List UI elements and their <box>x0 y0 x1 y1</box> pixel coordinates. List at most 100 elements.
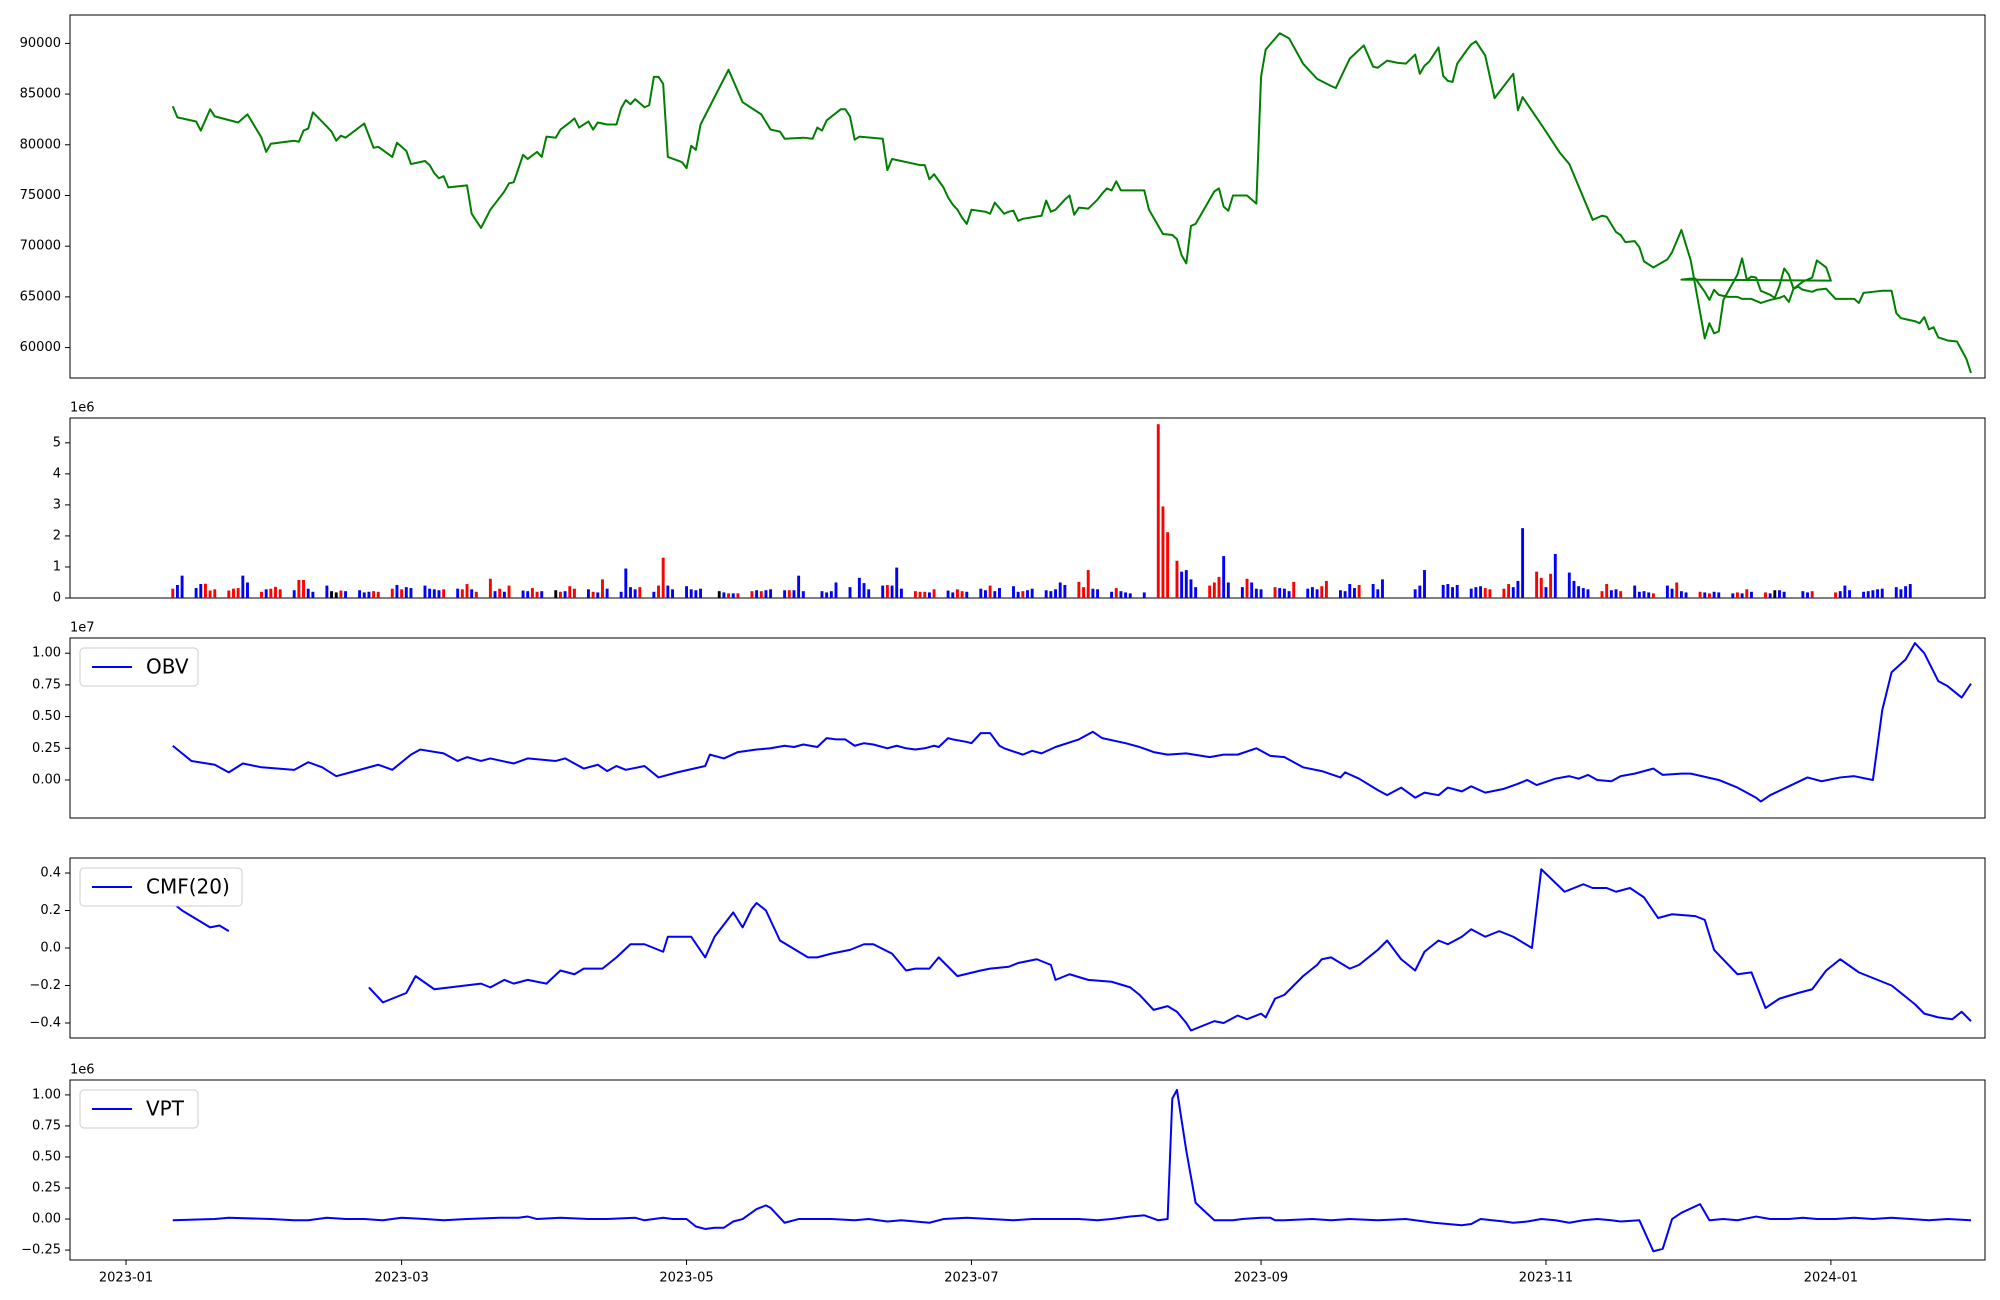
volume-bar <box>1026 590 1029 598</box>
volume-bar <box>685 586 688 598</box>
volume-panel: 0 1 2 3 4 5 1e6 <box>53 401 1986 606</box>
volume-bar <box>1488 589 1492 598</box>
volume-bar <box>993 591 997 598</box>
volume-bar <box>330 591 334 598</box>
volume-bar <box>727 593 731 598</box>
volume-bar <box>568 586 572 598</box>
volume-bar <box>927 592 931 598</box>
volume-bar <box>694 590 698 598</box>
volume-bar <box>367 591 371 598</box>
vpt-plot-area <box>172 1088 1972 1253</box>
volume-bar <box>175 584 179 598</box>
cmf-line <box>172 902 230 932</box>
volume-bar <box>946 590 950 598</box>
volume-bar <box>1862 591 1866 598</box>
volume-bar <box>1021 591 1025 598</box>
cmf-legend-label: CMF(20) <box>146 875 230 899</box>
volume-bar <box>666 585 670 598</box>
cmf-ytick-label: 0.0 <box>40 941 61 956</box>
volume-bar <box>717 591 721 598</box>
vpt-legend-box <box>79 1089 199 1129</box>
x-tick-label: 2023-11 <box>1519 1271 1573 1286</box>
volume-bar <box>1768 593 1772 598</box>
volume-bar <box>1479 586 1483 598</box>
volume-bar <box>1474 587 1478 598</box>
volume-bar <box>1698 591 1702 598</box>
volume-bar <box>474 591 478 598</box>
volume-bar <box>797 575 801 598</box>
obv-legend-box <box>79 647 199 687</box>
volume-bar <box>1637 591 1641 598</box>
volume-bar <box>1184 570 1188 598</box>
volume-bar <box>362 592 366 598</box>
volume-bar <box>1876 589 1880 598</box>
volume-bar <box>923 591 927 598</box>
volume-bar <box>1778 590 1781 598</box>
volume-bar <box>960 591 964 598</box>
volume-bar <box>1684 592 1688 598</box>
volume-bar <box>932 589 936 598</box>
volume-bar <box>1292 581 1296 598</box>
volume-bar <box>1348 584 1352 598</box>
volume-bar <box>759 591 763 598</box>
vpt-legend-label: VPT <box>146 1097 185 1121</box>
volume-bar <box>1642 591 1646 598</box>
volume-bar <box>792 590 796 598</box>
volume-bar <box>1871 590 1875 598</box>
volume-bar <box>736 593 740 598</box>
volume-bar <box>1665 585 1669 598</box>
volume-bar <box>213 589 217 598</box>
volume-bar <box>372 591 376 598</box>
volume-bar <box>302 580 305 598</box>
x-axis: 2023-01 2023-03 2023-05 2023-07 2023-09 2023-… <box>99 1260 1858 1286</box>
volume-bar <box>521 590 525 598</box>
volume-bar <box>1119 591 1123 598</box>
volume-bar <box>1082 587 1085 598</box>
vpt-axes-frame <box>69 1079 1986 1261</box>
volume-bar <box>633 589 637 598</box>
volume-bar <box>1110 591 1114 598</box>
volume-bar <box>857 577 861 598</box>
volume-bar <box>591 591 595 598</box>
volume-bar <box>722 592 726 598</box>
volume-bar <box>1287 591 1291 598</box>
volume-bar <box>306 588 310 598</box>
volume-axes-frame <box>69 417 1986 599</box>
obv-ytick-label: 0.25 <box>32 741 61 756</box>
volume-plot-area <box>171 424 1912 598</box>
volume-bar <box>965 591 969 598</box>
volume-bar <box>1324 580 1328 598</box>
volume-bar <box>1806 592 1809 598</box>
obv-legend-label: OBV <box>146 655 189 679</box>
volume-bar <box>437 590 441 598</box>
volume-bar <box>1483 588 1487 598</box>
volume-bar <box>1651 593 1655 598</box>
volume-bar <box>1581 588 1585 598</box>
volume-bar <box>1455 584 1459 598</box>
volume-bar <box>1451 587 1454 598</box>
volume-bar <box>1166 532 1170 598</box>
volume-bar <box>1614 589 1618 598</box>
volume-bar <box>1016 591 1020 598</box>
volume-bar <box>1245 578 1249 598</box>
cmf-ytick-label: −0.2 <box>29 978 61 993</box>
volume-bar <box>297 580 301 598</box>
volume-bar <box>1750 591 1753 598</box>
volume-bar <box>1058 582 1062 598</box>
volume-bar <box>984 590 987 598</box>
volume-bar <box>1250 582 1254 598</box>
volume-bar <box>1549 573 1553 598</box>
volume-bar <box>1371 584 1375 598</box>
volume-bar <box>1773 590 1777 598</box>
volume-bar <box>1908 584 1912 598</box>
volume-bar <box>881 585 885 598</box>
obv-offset-label: 1e7 <box>70 621 95 636</box>
cmf-ytick-label: 0.2 <box>40 903 61 918</box>
volume-bar <box>1096 589 1100 598</box>
volume-bar <box>1740 593 1744 598</box>
volume-bar <box>1535 571 1539 598</box>
x-tick-label: 2023-07 <box>944 1271 998 1286</box>
volume-bar <box>232 588 235 598</box>
volume-bar <box>848 587 852 598</box>
